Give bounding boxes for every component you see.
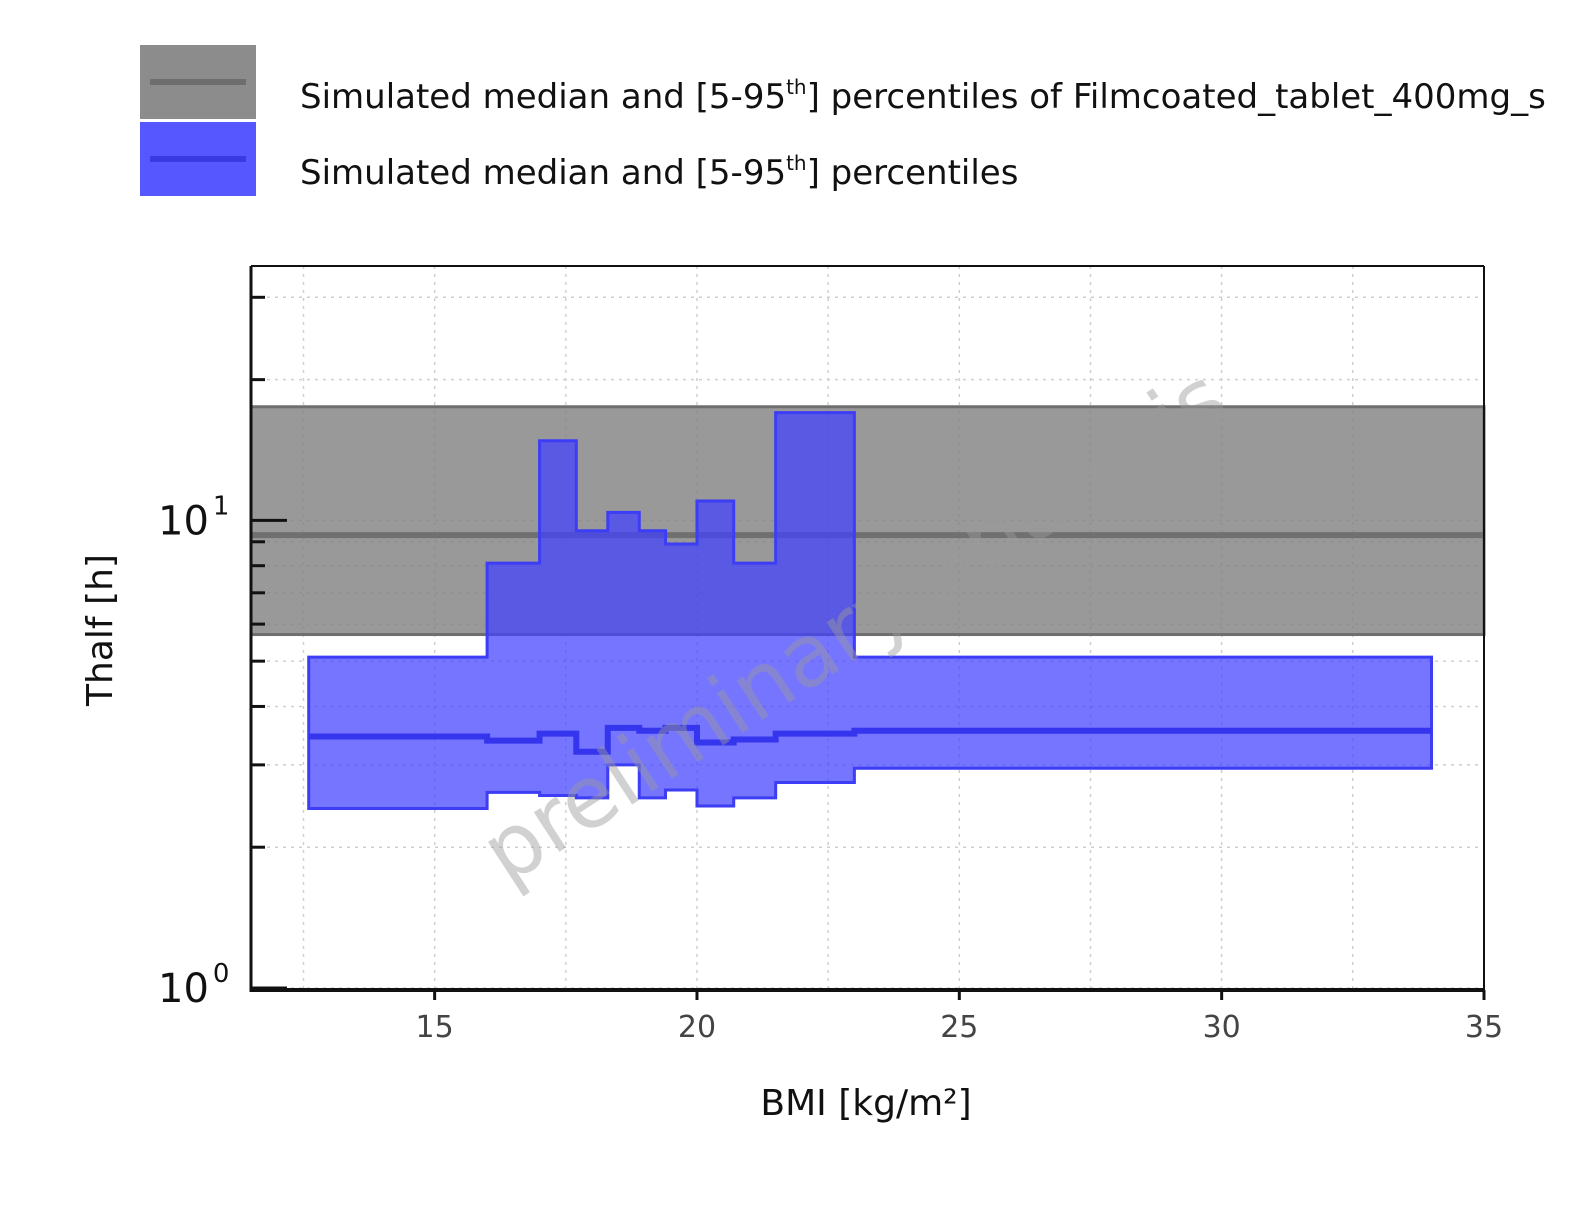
y-tick-label: 10 1	[158, 491, 229, 544]
series-1-band	[307, 411, 1434, 810]
x-tick-label: 35	[1465, 1010, 1503, 1045]
series-layer	[249, 405, 1486, 810]
x-tick-label: 20	[678, 1010, 716, 1045]
legend: Simulated median and [5-95th] percentile…	[140, 45, 1546, 196]
x-tick-label: 25	[940, 1010, 978, 1045]
legend-entry-0-sup: th	[786, 75, 807, 99]
series-1-median-line	[308, 724, 1432, 755]
legend-entry-1-sup: th	[786, 151, 807, 175]
x-tick-label: 30	[1203, 1010, 1241, 1045]
y-axis-label: Thalf [h]	[80, 554, 121, 707]
legend-entry-1: Simulated median and [5-95th] percentile…	[300, 151, 1018, 193]
y-tick-label: 10 0	[158, 959, 229, 1012]
x-axis-label: BMI [kg/m²]	[760, 1083, 971, 1124]
legend-entry-0: Simulated median and [5-95th] percentile…	[300, 75, 1546, 117]
x-tick-label: 15	[416, 1010, 454, 1045]
